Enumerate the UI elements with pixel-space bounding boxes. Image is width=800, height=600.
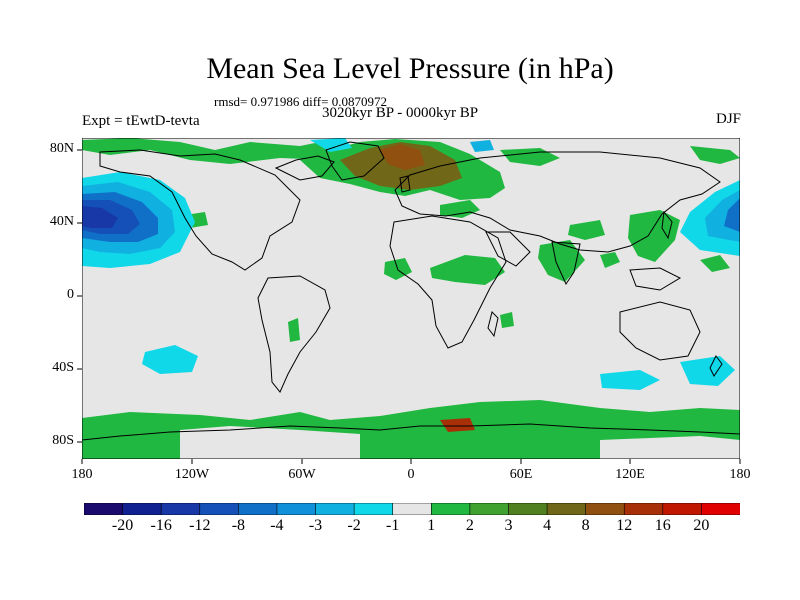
colorbar-swatch: [469, 503, 510, 515]
colorbar-swatch: [84, 503, 124, 515]
map-title: Mean Sea Level Pressure (in hPa): [206, 52, 614, 85]
colorbar-label: -20: [111, 517, 134, 534]
colorbar-swatch: [546, 503, 587, 515]
colorbar-label: 16: [654, 517, 671, 534]
colorbar-label: 2: [465, 517, 474, 534]
colorbar-label: -8: [231, 517, 246, 534]
stats-subtitle: rmsd= 0.971986 diff= 0.0870972: [214, 94, 387, 109]
colorbar-swatch: [199, 503, 240, 515]
colorbar-swatch: [122, 503, 162, 515]
colorbar: [84, 503, 740, 515]
colorbar-label: -3: [308, 517, 323, 534]
anomaly-fields: [82, 138, 740, 459]
colorbar-swatch: [238, 503, 278, 515]
colorbar-swatch: [353, 503, 394, 515]
colorbar-label: 20: [693, 517, 710, 534]
coastlines: [82, 141, 740, 441]
colorbar-swatch: [160, 503, 201, 515]
lon-label-60w: 60W: [288, 467, 316, 482]
colorbar-swatch: [315, 503, 355, 515]
colorbar-swatch: [508, 503, 548, 515]
colorbar-swatch: [623, 503, 664, 515]
colorbar-label: -2: [347, 517, 361, 534]
season-label: DJF: [715, 111, 741, 127]
axis-ticks: [77, 149, 741, 464]
lon-label-0: 0: [407, 467, 415, 482]
colorbar-swatch: [276, 503, 317, 515]
lon-label-60e: 60E: [509, 467, 533, 482]
lon-label-120e: 120E: [615, 467, 645, 482]
lon-label-120w: 120W: [174, 467, 210, 482]
lat-label-40n: 40N: [49, 214, 74, 229]
lat-label-80s: 80S: [52, 433, 74, 448]
colorbar-swatch: [662, 503, 703, 515]
colorbar-label: 4: [543, 517, 552, 534]
lat-label-80n: 80N: [49, 141, 74, 156]
colorbar-swatch: [701, 503, 740, 515]
lon-label-180w: 180: [71, 467, 93, 482]
colorbar-label: -1: [386, 517, 400, 534]
colorbar-label: 1: [427, 517, 436, 534]
colorbar-label: 3: [504, 517, 513, 534]
colorbar-swatch: [585, 503, 626, 515]
lat-label-40s: 40S: [52, 360, 74, 375]
colorbar-swatch: [430, 503, 471, 515]
colorbar-label: -16: [150, 517, 172, 534]
colorbar-label: 8: [581, 517, 590, 534]
lat-label-0: 0: [67, 287, 74, 302]
colorbar-swatch: [392, 503, 433, 515]
colorbar-label: -12: [189, 517, 211, 534]
period-subtitle: 3020kyr BP - 0000kyr BP: [322, 105, 479, 121]
experiment-label: Expt = tEwtD-tevta: [82, 113, 200, 129]
colorbar-label: 12: [616, 517, 633, 534]
colorbar-label: -4: [270, 517, 284, 534]
lon-label-180e: 180: [729, 467, 751, 482]
